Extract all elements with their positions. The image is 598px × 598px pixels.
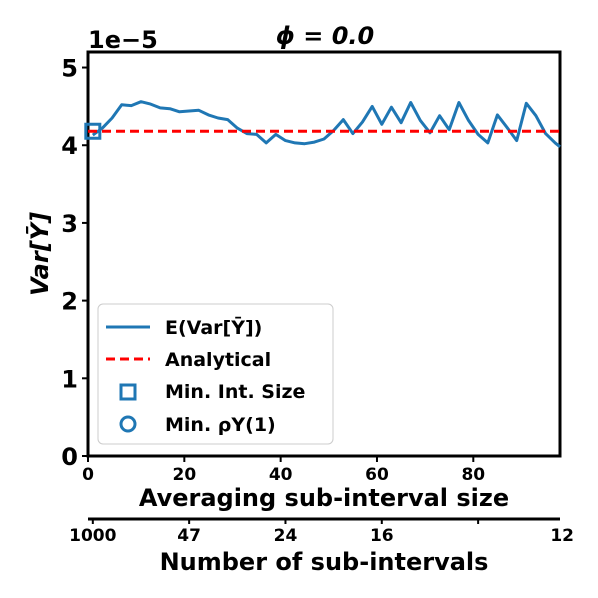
y-axis-label: Var[Ȳ] — [25, 212, 54, 296]
y-axis-ticks: 0 1 2 3 4 5 — [61, 55, 88, 471]
legend-label-min-rho: Min. ρY(1) — [165, 414, 276, 436]
secondary-x-tick-label: 1000 — [69, 526, 116, 546]
x-tick-label: 80 — [461, 465, 485, 485]
x-axis-ticks: 0 20 40 60 80 — [82, 456, 485, 485]
y-tick-label: 0 — [61, 443, 78, 471]
plot-frame — [86, 50, 562, 458]
x-tick-label: 20 — [172, 465, 196, 485]
y-tick-label: 3 — [61, 210, 78, 238]
marker-min-int-size — [84, 122, 102, 140]
legend-label-analytical: Analytical — [165, 349, 271, 371]
legend: E(Var[Ȳ]) Analytical Min. Int. Size Min.… — [97, 303, 334, 445]
plot-marks — [84, 100, 561, 148]
x-tick-label: 60 — [365, 465, 389, 485]
x-tick-label: 40 — [269, 465, 293, 485]
secondary-x-tick-label: 16 — [370, 526, 394, 546]
y-tick-label: 5 — [61, 55, 78, 83]
x-axis-label: Averaging sub-interval size — [139, 484, 509, 512]
legend-label-min-int-size: Min. Int. Size — [165, 381, 305, 403]
secondary-x-tick-label: 47 — [177, 526, 201, 546]
secondary-x-axis-label: Number of sub-intervals — [160, 548, 489, 576]
legend-circle-marker — [119, 415, 137, 433]
legend-label-expected: E(Var[Ȳ]) — [165, 316, 262, 339]
x-tick-label: 0 — [82, 465, 94, 485]
legend-square-marker — [119, 383, 137, 401]
secondary-x-tick-label: 12 — [550, 526, 574, 546]
y-tick-label: 1 — [61, 365, 78, 393]
secondary-x-tick-label: 24 — [274, 526, 298, 546]
secondary-x-axis-ticks: 1000 47 24 16 12 — [69, 519, 574, 546]
legend-box — [97, 303, 334, 445]
y-tick-label: 2 — [61, 288, 78, 316]
y-offset-text: 1e−5 — [88, 26, 158, 54]
series-line-expected-variance — [91, 100, 561, 148]
chart-title: ϕ = 0.0 — [276, 22, 374, 50]
y-tick-label: 4 — [61, 132, 78, 160]
